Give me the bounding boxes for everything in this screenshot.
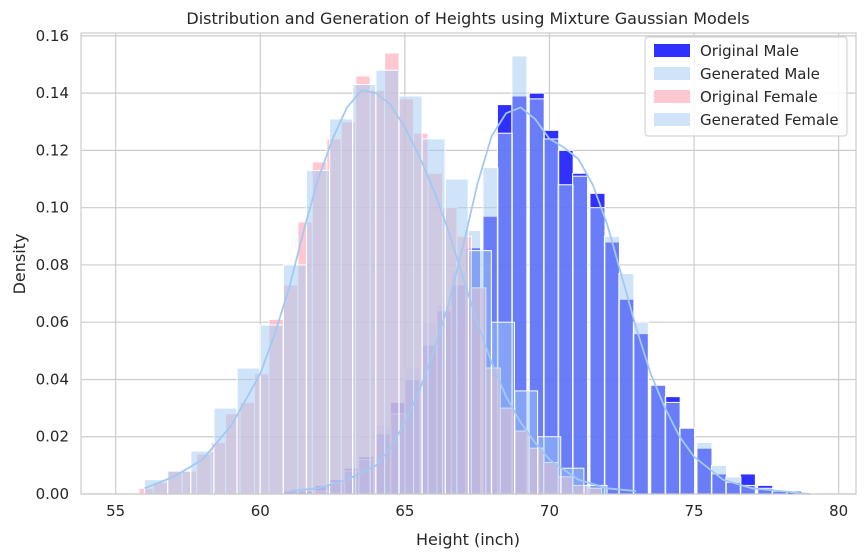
y-tick-label: 0.06 [36, 313, 69, 331]
legend-swatch [654, 113, 690, 126]
x-tick-label: 55 [106, 502, 125, 520]
histogram-bar [329, 118, 354, 495]
histogram-bar [306, 169, 330, 495]
histogram-bar [491, 321, 515, 495]
histogram-bar [468, 250, 492, 495]
histogram-bar [618, 273, 635, 495]
x-tick-label: 80 [829, 502, 848, 520]
chart-title: Distribution and Generation of Heights u… [186, 9, 749, 28]
kde-line [144, 89, 637, 492]
legend: Original Male Generated Male Original Fema… [644, 36, 848, 137]
y-tick-label: 0.12 [36, 141, 69, 159]
legend-swatch [654, 90, 690, 103]
histogram-bar [664, 401, 681, 495]
y-tick-label: 0.14 [36, 84, 69, 102]
legend-label: Generated Male [700, 65, 820, 83]
histogram-bar [282, 264, 307, 495]
legend-swatch [654, 67, 690, 80]
plot-frame [80, 32, 857, 495]
legend-swatch [654, 44, 690, 57]
y-axis-label: Density [10, 234, 29, 295]
histogram-bar [236, 367, 261, 495]
legend-label: Original Female [700, 88, 818, 106]
histogram-bar [679, 427, 696, 495]
legend-label: Generated Female [700, 111, 839, 129]
x-tick-label: 60 [251, 502, 270, 520]
x-tick-label: 75 [685, 502, 704, 520]
y-tick-label: 0.10 [36, 199, 69, 217]
histogram-bar [375, 69, 400, 495]
y-tick-label: 0.16 [36, 27, 69, 45]
kde-line [289, 106, 810, 495]
y-tick-label: 0.00 [36, 485, 69, 503]
y-tick-label: 0.04 [36, 370, 69, 388]
histogram-bar [167, 470, 192, 495]
y-tick-label: 0.02 [36, 428, 69, 446]
histogram-bar [572, 175, 589, 495]
histogram-bar [632, 321, 649, 495]
histogram-bar [650, 384, 667, 495]
tick-labels: 55 60 65 70 75 80 0.00 0.02 0.04 0.06 0.08 0.10 0.12… [36, 27, 849, 520]
x-axis-label: Height (inch) [416, 530, 520, 549]
histogram-bar [190, 450, 215, 495]
legend-label: Original Male [700, 42, 799, 60]
histogram-bar [603, 235, 620, 495]
kde-curves [144, 89, 810, 495]
x-tick-label: 65 [395, 502, 414, 520]
histogram-bar [444, 178, 469, 495]
series-generated-female [144, 69, 608, 495]
histogram-bar [259, 324, 284, 495]
histogram-bar [725, 476, 742, 495]
legend-box [644, 36, 848, 137]
histogram-bar [352, 84, 377, 495]
y-tick-label: 0.08 [36, 256, 69, 274]
x-tick-label: 70 [540, 502, 559, 520]
histogram-bar [589, 207, 606, 495]
